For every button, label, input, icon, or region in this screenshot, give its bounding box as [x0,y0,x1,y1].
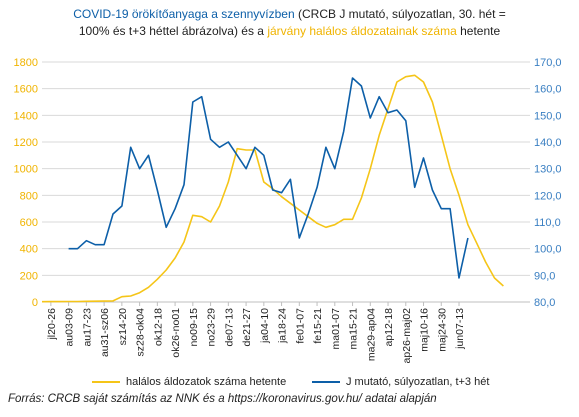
x-tick-label: au17-23 [81,308,93,347]
left-tick-label: 400 [20,244,38,256]
x-tick-label: maj10-16 [419,308,431,352]
x-axis: jl20-26 au03-09 au17-23 au31-sz06 sz14-20 sz2… [42,301,530,364]
x-tick-label: ok26-no01 [170,308,182,358]
x-tick-label: ma15-21 [348,308,360,350]
right-tick-label: 130,0 [534,164,562,176]
jindex-line [68,77,469,279]
left-tick-label: 1200 [14,137,38,149]
legend-swatch-deaths [92,381,120,383]
x-tick-label: ap26-maj02 [401,308,413,364]
x-tick-label: au31-sz06 [99,308,111,357]
x-tick-label: jl20-26 [46,308,58,341]
legend-item-jindex: J mutató, súlyozatlan, t+3 hét [312,376,489,388]
left-tick-label: 0 [32,297,38,309]
legend: halálos áldozatok száma hetente J mutató… [0,376,579,392]
left-axis: 0 200 400 600 800 1000 1200 1400 1600 1800 [14,57,38,309]
legend-item-deaths: halálos áldozatok száma hetente [92,376,286,388]
right-tick-label: 80,0 [534,297,555,309]
right-tick-label: 160,0 [534,84,562,96]
x-tick-label: sz14-20 [117,308,129,346]
x-tick-label: de07-13 [223,308,235,347]
x-tick-label: fe15-21 [312,308,324,344]
title-part-index-cont: 100% és t+3 héttel ábrázolva) és a [78,24,268,38]
left-tick-label: 200 [20,270,38,282]
right-tick-label: 150,0 [534,110,562,122]
source-note: Forrás: CRCB saját számítás az NNK és a … [8,393,437,405]
x-tick-label: no23-29 [206,308,218,347]
chart-title: COVID-19 örökítőanyaga a szennyvízben (C… [10,6,569,40]
x-tick-label: ap12-18 [383,308,395,347]
right-tick-label: 110,0 [534,217,561,229]
title-part-index: (CRCB J mutató, súlyozatlan, 30. hét = [294,7,506,21]
x-tick-label: maj24-30 [436,308,448,352]
x-tick-label: ja04-10 [259,308,271,344]
left-tick-label: 1000 [14,164,38,176]
right-tick-label: 120,0 [534,190,562,202]
x-tick-label: ma29-ap04 [365,308,377,361]
right-tick-label: 140,0 [534,137,562,149]
right-tick-label: 90,0 [534,270,555,282]
title-part-virus: COVID-19 örökítőanyaga a szennyvízben [73,7,295,21]
series-layer [41,74,504,303]
x-tick-label: fe01-07 [294,308,306,344]
x-tick-label: de21-27 [241,308,253,347]
left-tick-label: 600 [20,217,38,229]
legend-label-jindex: J mutató, súlyozatlan, t+3 hét [346,376,490,388]
x-tick-label: no09-15 [188,308,200,347]
legend-swatch-jindex [312,381,340,383]
right-tick-label: 170,0 [534,57,562,69]
legend-label-deaths: halálos áldozatok száma hetente [126,376,287,388]
x-tick-label: ja18-24 [277,308,289,344]
x-tick-label: sz28-ok04 [135,308,147,357]
right-tick-label: 100,0 [534,244,562,256]
x-tick-label: jun07-13 [454,308,466,350]
left-tick-label: 1800 [14,57,38,69]
title-part-weekly: hetente [456,24,501,38]
right-axis: 80,0 90,0 100,0 110,0 120,0 130,0 140,0 150,0 16… [534,57,562,309]
left-tick-label: 800 [20,190,38,202]
x-tick-label: ok12-18 [152,308,164,346]
left-tick-label: 1400 [14,110,38,122]
x-tick-label: au03-09 [64,308,76,347]
x-tick-label: ma01-07 [330,308,342,350]
left-tick-label: 1600 [14,84,38,96]
title-part-deaths: járvány halálos áldozatainak száma [267,24,457,38]
